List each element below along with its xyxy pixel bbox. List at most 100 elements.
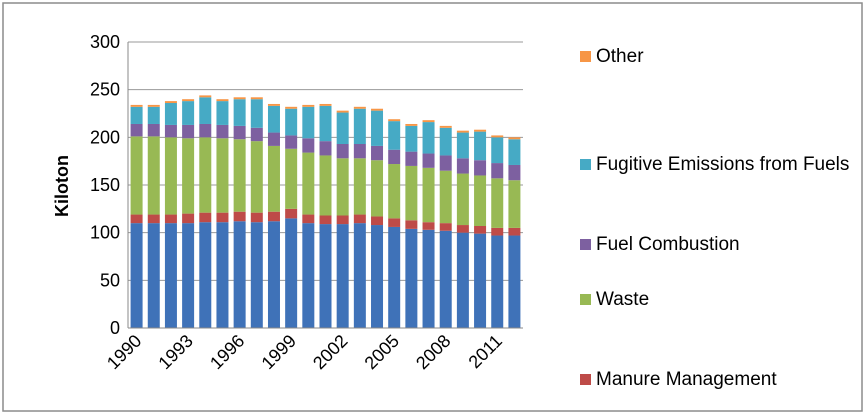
- legend-swatch: [580, 374, 591, 385]
- bar-segment: [182, 101, 195, 125]
- bar-segment: [491, 137, 504, 164]
- bar-segment: [302, 223, 315, 328]
- bar-segment: [371, 145, 384, 161]
- legend-item: Waste: [580, 283, 860, 316]
- bar-segment: [491, 135, 504, 138]
- bar-segment: [456, 158, 469, 174]
- bar-segment: [388, 119, 401, 122]
- bar-segment: [508, 180, 521, 228]
- bar-segment: [250, 127, 263, 142]
- bar-segment: [182, 223, 195, 328]
- legend-item: Manure Management: [580, 363, 860, 396]
- bar-segment: [147, 136, 160, 215]
- bar-segment: [147, 223, 160, 328]
- legend-item: Other: [580, 40, 860, 73]
- bar-segment: [508, 235, 521, 328]
- bar-segment: [336, 158, 349, 216]
- bar-segment: [285, 218, 298, 328]
- bar-segment: [216, 124, 229, 139]
- bar-segment: [233, 221, 246, 328]
- bar-segment: [388, 164, 401, 219]
- y-axis-label: Kiloton: [52, 155, 72, 217]
- bar-segment: [302, 138, 315, 153]
- bar-segment: [353, 144, 366, 159]
- bar-segment: [422, 222, 435, 230]
- bar-segment: [371, 225, 384, 328]
- bar-segment: [267, 211, 280, 222]
- bar-segment: [130, 123, 143, 137]
- bar-segment: [439, 223, 452, 231]
- bar-segment: [508, 137, 521, 140]
- bar-segment: [285, 148, 298, 209]
- bar-segment: [233, 139, 246, 212]
- bar-segment: [405, 125, 418, 152]
- bar-segment: [319, 141, 332, 156]
- bar-segment: [182, 138, 195, 214]
- bar-segment: [130, 136, 143, 215]
- bar-segment: [285, 135, 298, 149]
- y-tick-label: 200: [90, 127, 120, 147]
- bar-segment: [302, 106, 315, 139]
- bar-segment: [353, 223, 366, 328]
- bar-segment: [422, 153, 435, 168]
- bar-segment: [199, 212, 212, 223]
- bar-segment: [267, 145, 280, 212]
- y-tick-label: 150: [90, 175, 120, 195]
- bar-segment: [474, 160, 487, 176]
- bar-segment: [267, 221, 280, 328]
- bar-segment: [508, 139, 521, 165]
- bar-segment: [319, 105, 332, 142]
- bar-segment: [405, 151, 418, 166]
- bar-segment: [319, 155, 332, 216]
- bar-segment: [182, 213, 195, 224]
- bar-segment: [250, 99, 263, 128]
- bar-segment: [405, 123, 418, 126]
- bar-segment: [182, 124, 195, 139]
- bar-segment: [491, 178, 504, 228]
- legend-label: Fugitive Emissions from Fuels: [596, 154, 850, 175]
- bar-segment: [456, 232, 469, 328]
- bar-segment: [336, 110, 349, 113]
- bar-segment: [422, 167, 435, 223]
- bar-segment: [285, 208, 298, 219]
- bar-segment: [353, 106, 366, 109]
- bar-segment: [439, 155, 452, 171]
- y-tick-label: 300: [90, 32, 120, 52]
- bar-segment: [250, 212, 263, 223]
- bar-segment: [302, 214, 315, 224]
- legend-swatch: [580, 294, 591, 305]
- bar-segment: [456, 225, 469, 233]
- bar-segment: [233, 97, 246, 100]
- bar-segment: [474, 233, 487, 328]
- bar-segment: [474, 175, 487, 226]
- legend-label: Manure Management: [596, 369, 777, 390]
- bar-segment: [164, 103, 177, 125]
- bar-segment: [147, 104, 160, 107]
- bar-segment: [388, 149, 401, 165]
- bar-segment: [216, 212, 229, 223]
- bar-segment: [164, 101, 177, 104]
- bar-segment: [405, 165, 418, 221]
- y-tick-label: 0: [110, 318, 120, 338]
- bar-segment: [336, 215, 349, 225]
- bar-segment: [388, 218, 401, 227]
- bar-segment: [147, 106, 160, 124]
- legend-label: Waste: [596, 289, 650, 310]
- y-tick-label: 250: [90, 80, 120, 100]
- bar-segment: [422, 120, 435, 123]
- bar-segment: [388, 226, 401, 328]
- bar-segment: [371, 160, 384, 217]
- bar-segment: [164, 124, 177, 138]
- legend-swatch: [580, 159, 591, 170]
- bar-segment: [164, 214, 177, 224]
- bar-segment: [130, 223, 143, 328]
- bar-segment: [130, 106, 143, 124]
- bar-segment: [233, 211, 246, 222]
- bar-segment: [164, 137, 177, 215]
- y-tick-label: 100: [90, 223, 120, 243]
- bar-segment: [233, 99, 246, 126]
- bar-segment: [439, 125, 452, 128]
- bar-segment: [474, 131, 487, 161]
- bar-segment: [353, 214, 366, 224]
